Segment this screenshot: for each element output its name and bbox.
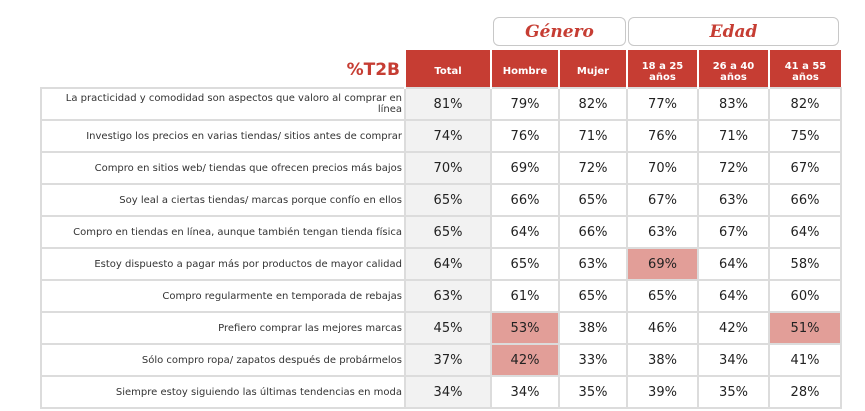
table-row: Soy leal a ciertas tiendas/ marcas porqu… — [40, 183, 842, 217]
data-table: Total Hombre Mujer 18 a 25 años 26 a 40 años… — [40, 50, 842, 409]
value-cell: 70% — [404, 151, 492, 185]
value-cell: 38% — [626, 343, 699, 377]
value-cell: 76% — [626, 119, 699, 153]
value-cell: 63% — [626, 215, 699, 249]
value-cell: 42% — [490, 343, 560, 377]
table-row: Siempre estoy siguiendo las últimas tend… — [40, 375, 842, 409]
value-cell: 34% — [697, 343, 770, 377]
table-row: Investigo los precios en varias tiendas/… — [40, 119, 842, 153]
table-row: Prefiero comprar las mejores marcas 45% 53… — [40, 311, 842, 345]
value-cell: 82% — [768, 87, 842, 121]
table-row: Compro en tiendas en línea, aunque tambi… — [40, 215, 842, 249]
value-cell: 65% — [558, 183, 628, 217]
column-header: Hombre — [490, 50, 559, 88]
row-label: Sólo compro ropa/ zapatos después de pro… — [40, 343, 405, 377]
value-cell: 66% — [768, 183, 842, 217]
row-label: Compro en sitios web/ tiendas que ofrece… — [40, 151, 405, 185]
row-label: Estoy dispuesto a pagar más por producto… — [40, 247, 405, 281]
column-header: Mujer — [558, 50, 627, 88]
header-blank — [41, 50, 405, 88]
value-cell: 41% — [768, 343, 842, 377]
value-cell: 63% — [697, 183, 770, 217]
row-label: La practicidad y comodidad son aspectos … — [40, 87, 405, 121]
value-cell: 72% — [558, 151, 628, 185]
table-row: Compro en sitios web/ tiendas que ofrece… — [40, 151, 842, 185]
value-cell: 65% — [490, 247, 560, 281]
row-label: Prefiero comprar las mejores marcas — [40, 311, 405, 345]
value-cell: 69% — [490, 151, 560, 185]
value-cell: 82% — [558, 87, 628, 121]
value-cell: 58% — [768, 247, 842, 281]
value-cell: 64% — [404, 247, 492, 281]
row-label: Compro regularmente en temporada de reba… — [40, 279, 405, 313]
value-cell: 83% — [697, 87, 770, 121]
row-label: Soy leal a ciertas tiendas/ marcas porqu… — [40, 183, 405, 217]
value-cell: 60% — [768, 279, 842, 313]
value-cell: 42% — [697, 311, 770, 345]
value-cell: 45% — [404, 311, 492, 345]
value-cell: 37% — [404, 343, 492, 377]
value-cell: 61% — [490, 279, 560, 313]
value-cell: 74% — [404, 119, 492, 153]
value-cell: 81% — [404, 87, 492, 121]
group-edad: Edad — [628, 17, 839, 46]
value-cell: 69% — [626, 247, 699, 281]
value-cell: 65% — [626, 279, 699, 313]
value-cell: 75% — [768, 119, 842, 153]
table-row: Sólo compro ropa/ zapatos después de pro… — [40, 343, 842, 377]
value-cell: 65% — [404, 183, 492, 217]
column-header: 41 a 55 años — [768, 50, 841, 88]
column-header: Total — [404, 50, 491, 88]
value-cell: 64% — [697, 279, 770, 313]
row-label: Investigo los precios en varias tiendas/… — [40, 119, 405, 153]
column-header: 26 a 40 años — [697, 50, 769, 88]
value-cell: 65% — [404, 215, 492, 249]
table-row: Estoy dispuesto a pagar más por producto… — [40, 247, 842, 281]
value-cell: 38% — [558, 311, 628, 345]
value-cell: 77% — [626, 87, 699, 121]
value-cell: 67% — [626, 183, 699, 217]
value-cell: 67% — [768, 151, 842, 185]
value-cell: 64% — [697, 247, 770, 281]
value-cell: 63% — [404, 279, 492, 313]
value-cell: 34% — [490, 375, 560, 409]
value-cell: 71% — [558, 119, 628, 153]
value-cell: 71% — [697, 119, 770, 153]
value-cell: 64% — [490, 215, 560, 249]
column-header: 18 a 25 años — [626, 50, 698, 88]
value-cell: 39% — [626, 375, 699, 409]
value-cell: 79% — [490, 87, 560, 121]
value-cell: 63% — [558, 247, 628, 281]
value-cell: 67% — [697, 215, 770, 249]
value-cell: 72% — [697, 151, 770, 185]
row-label: Siempre estoy siguiendo las últimas tend… — [40, 375, 405, 409]
value-cell: 33% — [558, 343, 628, 377]
value-cell: 66% — [490, 183, 560, 217]
value-cell: 65% — [558, 279, 628, 313]
value-cell: 35% — [697, 375, 770, 409]
table-row: Compro regularmente en temporada de reba… — [40, 279, 842, 313]
value-cell: 76% — [490, 119, 560, 153]
value-cell: 64% — [768, 215, 842, 249]
value-cell: 53% — [490, 311, 560, 345]
value-cell: 51% — [768, 311, 842, 345]
table-title: %T2B — [346, 60, 400, 80]
table-row: La practicidad y comodidad son aspectos … — [40, 87, 842, 121]
group-genero: Género — [493, 17, 626, 46]
value-cell: 35% — [558, 375, 628, 409]
value-cell: 34% — [404, 375, 492, 409]
value-cell: 66% — [558, 215, 628, 249]
value-cell: 70% — [626, 151, 699, 185]
row-label: Compro en tiendas en línea, aunque tambi… — [40, 215, 405, 249]
value-cell: 28% — [768, 375, 842, 409]
value-cell: 46% — [626, 311, 699, 345]
